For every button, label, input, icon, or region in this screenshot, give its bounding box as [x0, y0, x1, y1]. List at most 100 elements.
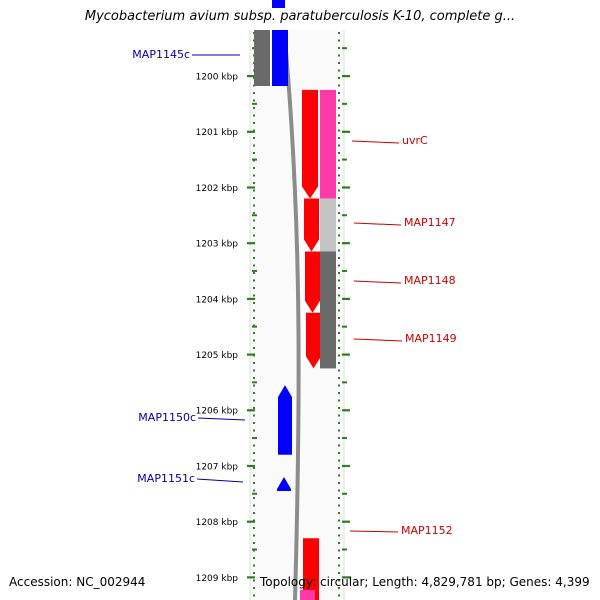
minor-tick-right	[342, 214, 347, 217]
axis-tick-label: 1206 kbp	[196, 407, 239, 417]
minor-tick-right	[342, 47, 347, 50]
gene-label-layer: MAP1145c uvrC MAP1147 MAP1148 MAP1149 MAP1150…	[132, 48, 456, 537]
ruler-dot-right	[338, 122, 340, 124]
minor-tick-left	[252, 269, 257, 272]
ruler-dot-left	[253, 549, 255, 552]
ruler-dot-right	[338, 594, 340, 597]
ruler-dot-right	[338, 32, 340, 34]
ruler-dot-right	[338, 309, 340, 312]
ruler-dot-left	[253, 324, 255, 327]
ruler-dot-right	[338, 519, 340, 522]
ruler-dot-left	[253, 422, 255, 424]
ruler-dot-left	[253, 414, 255, 417]
ruler-dot-right	[338, 354, 340, 357]
ruler-dot-left	[253, 317, 255, 319]
ruler-dot-left	[253, 122, 255, 124]
ruler-dot-right	[338, 249, 340, 252]
ruler-dot-right	[338, 317, 340, 319]
ruler-dot-right	[338, 347, 340, 349]
major-tick-right	[342, 409, 350, 412]
ruler-dot-right	[338, 114, 340, 117]
genome-summary: Topology: circular; Length: 4,829,781 bp…	[260, 575, 590, 589]
gene-arrow-MAP1150c	[278, 385, 292, 455]
minor-tick-left	[252, 158, 257, 161]
ruler-dot-left	[253, 557, 255, 559]
ruler-dot-right	[338, 54, 340, 57]
axis-tick-label: 1204 kbp	[196, 295, 239, 305]
minor-tick-left	[252, 437, 257, 440]
ruler-dot-right	[338, 227, 340, 229]
minor-tick-left	[252, 102, 257, 105]
axis-tick-label: 1202 kbp	[196, 184, 239, 194]
ruler-dot-right	[338, 197, 340, 199]
ruler-dot-right	[338, 339, 340, 342]
ruler-dot-right	[338, 129, 340, 132]
ruler-dot-right	[338, 332, 340, 334]
ruler-dot-right	[338, 189, 340, 192]
ruler-dot-right	[338, 512, 340, 514]
major-tick-left	[247, 576, 255, 579]
gene-label-MAP1147: MAP1147	[404, 216, 456, 229]
ruler-dot-right	[338, 587, 340, 589]
ruler-dot-right	[338, 62, 340, 64]
ruler-dot-left	[253, 287, 255, 289]
minor-tick-right	[342, 437, 347, 440]
ruler-dot-left	[253, 594, 255, 597]
ruler-dot-left	[253, 534, 255, 537]
major-tick-left	[247, 353, 255, 356]
ruler-dot-left	[253, 264, 255, 267]
ruler-dot-left	[253, 347, 255, 349]
ruler-dot-left	[253, 99, 255, 102]
axis-tick-label: 1201 kbp	[196, 128, 239, 138]
leader-line-MAP1151c	[196, 478, 244, 483]
ruler-dot-left	[253, 212, 255, 214]
ruler-dot-right	[338, 392, 340, 394]
ruler-dot-right	[338, 279, 340, 282]
gene-label-MAP1152: MAP1152	[401, 524, 453, 537]
ruler-dot-right	[338, 92, 340, 94]
ruler-dot-right	[338, 294, 340, 297]
minor-tick-right	[342, 381, 347, 384]
axis-tick-label: 1208 kbp	[196, 518, 239, 528]
gene-arrow-MAP1151c	[277, 477, 291, 491]
axis-tick-label: 1205 kbp	[196, 351, 239, 361]
ruler-dot-right	[338, 384, 340, 387]
major-tick-right	[342, 576, 350, 579]
minor-tick-left	[252, 325, 257, 328]
ruler-dot-right	[338, 234, 340, 237]
ruler-dot-left	[253, 114, 255, 117]
ruler-dot-right	[338, 77, 340, 79]
major-tick-right	[342, 75, 350, 78]
ruler-dot-right	[338, 549, 340, 552]
ruler-dot-left	[253, 572, 255, 574]
ruler-dot-right	[338, 399, 340, 402]
ruler-dot-right	[338, 182, 340, 184]
ruler-dot-right	[338, 69, 340, 72]
ruler-dot-left	[253, 377, 255, 379]
ruler-dot-right	[338, 212, 340, 214]
ruler-dot-left	[253, 474, 255, 477]
ruler-dot-right	[338, 264, 340, 267]
ruler-dot-left	[253, 302, 255, 304]
ruler-dot-left	[253, 392, 255, 394]
leader-line-MAP1150c	[197, 417, 246, 421]
gene-feature-bar-MAP1145c	[254, 30, 270, 86]
ruler-dot-left	[253, 294, 255, 297]
gene-label-MAP1145c: MAP1145c	[132, 48, 190, 61]
gene-arrow-MAP1152	[303, 538, 319, 600]
feature-bar-uvrC	[320, 89, 336, 199]
gene-arrow-MAP1145c	[272, 30, 288, 86]
major-tick-right	[342, 242, 350, 245]
ruler-dot-right	[338, 204, 340, 207]
major-tick-right	[342, 353, 350, 356]
ruler-dot-right	[338, 137, 340, 139]
ruler-dot-left	[253, 527, 255, 529]
major-tick-left	[247, 242, 255, 245]
ruler-dot-left	[253, 407, 255, 409]
ruler-dot-right	[338, 159, 340, 162]
ruler-dot-right	[338, 377, 340, 379]
axis-tick-label: 1200 kbp	[196, 73, 239, 83]
ruler-dot-right	[338, 407, 340, 409]
ruler-dot-left	[253, 452, 255, 454]
